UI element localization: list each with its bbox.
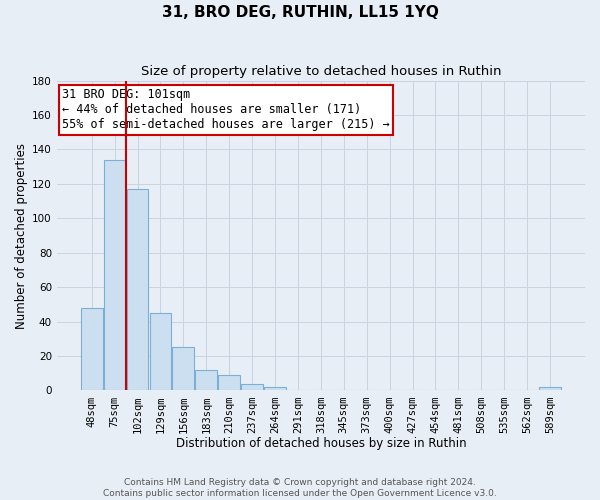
Y-axis label: Number of detached properties: Number of detached properties [15, 142, 28, 328]
Title: Size of property relative to detached houses in Ruthin: Size of property relative to detached ho… [140, 65, 501, 78]
Bar [539, 387, 561, 390]
Text: 31 BRO DEG: 101sqm
← 44% of detached houses are smaller (171)
55% of semi-detach: 31 BRO DEG: 101sqm ← 44% of detached hou… [62, 88, 390, 132]
Bar [104, 160, 125, 390]
Text: 31, BRO DEG, RUTHIN, LL15 1YQ: 31, BRO DEG, RUTHIN, LL15 1YQ [161, 5, 439, 20]
Bar [149, 313, 172, 390]
Text: Contains HM Land Registry data © Crown copyright and database right 2024.
Contai: Contains HM Land Registry data © Crown c… [103, 478, 497, 498]
Bar [81, 308, 103, 390]
Bar [196, 370, 217, 390]
Bar [264, 387, 286, 390]
Bar [241, 384, 263, 390]
Bar [127, 189, 148, 390]
X-axis label: Distribution of detached houses by size in Ruthin: Distribution of detached houses by size … [176, 437, 466, 450]
Bar [218, 375, 240, 390]
Bar [172, 348, 194, 391]
